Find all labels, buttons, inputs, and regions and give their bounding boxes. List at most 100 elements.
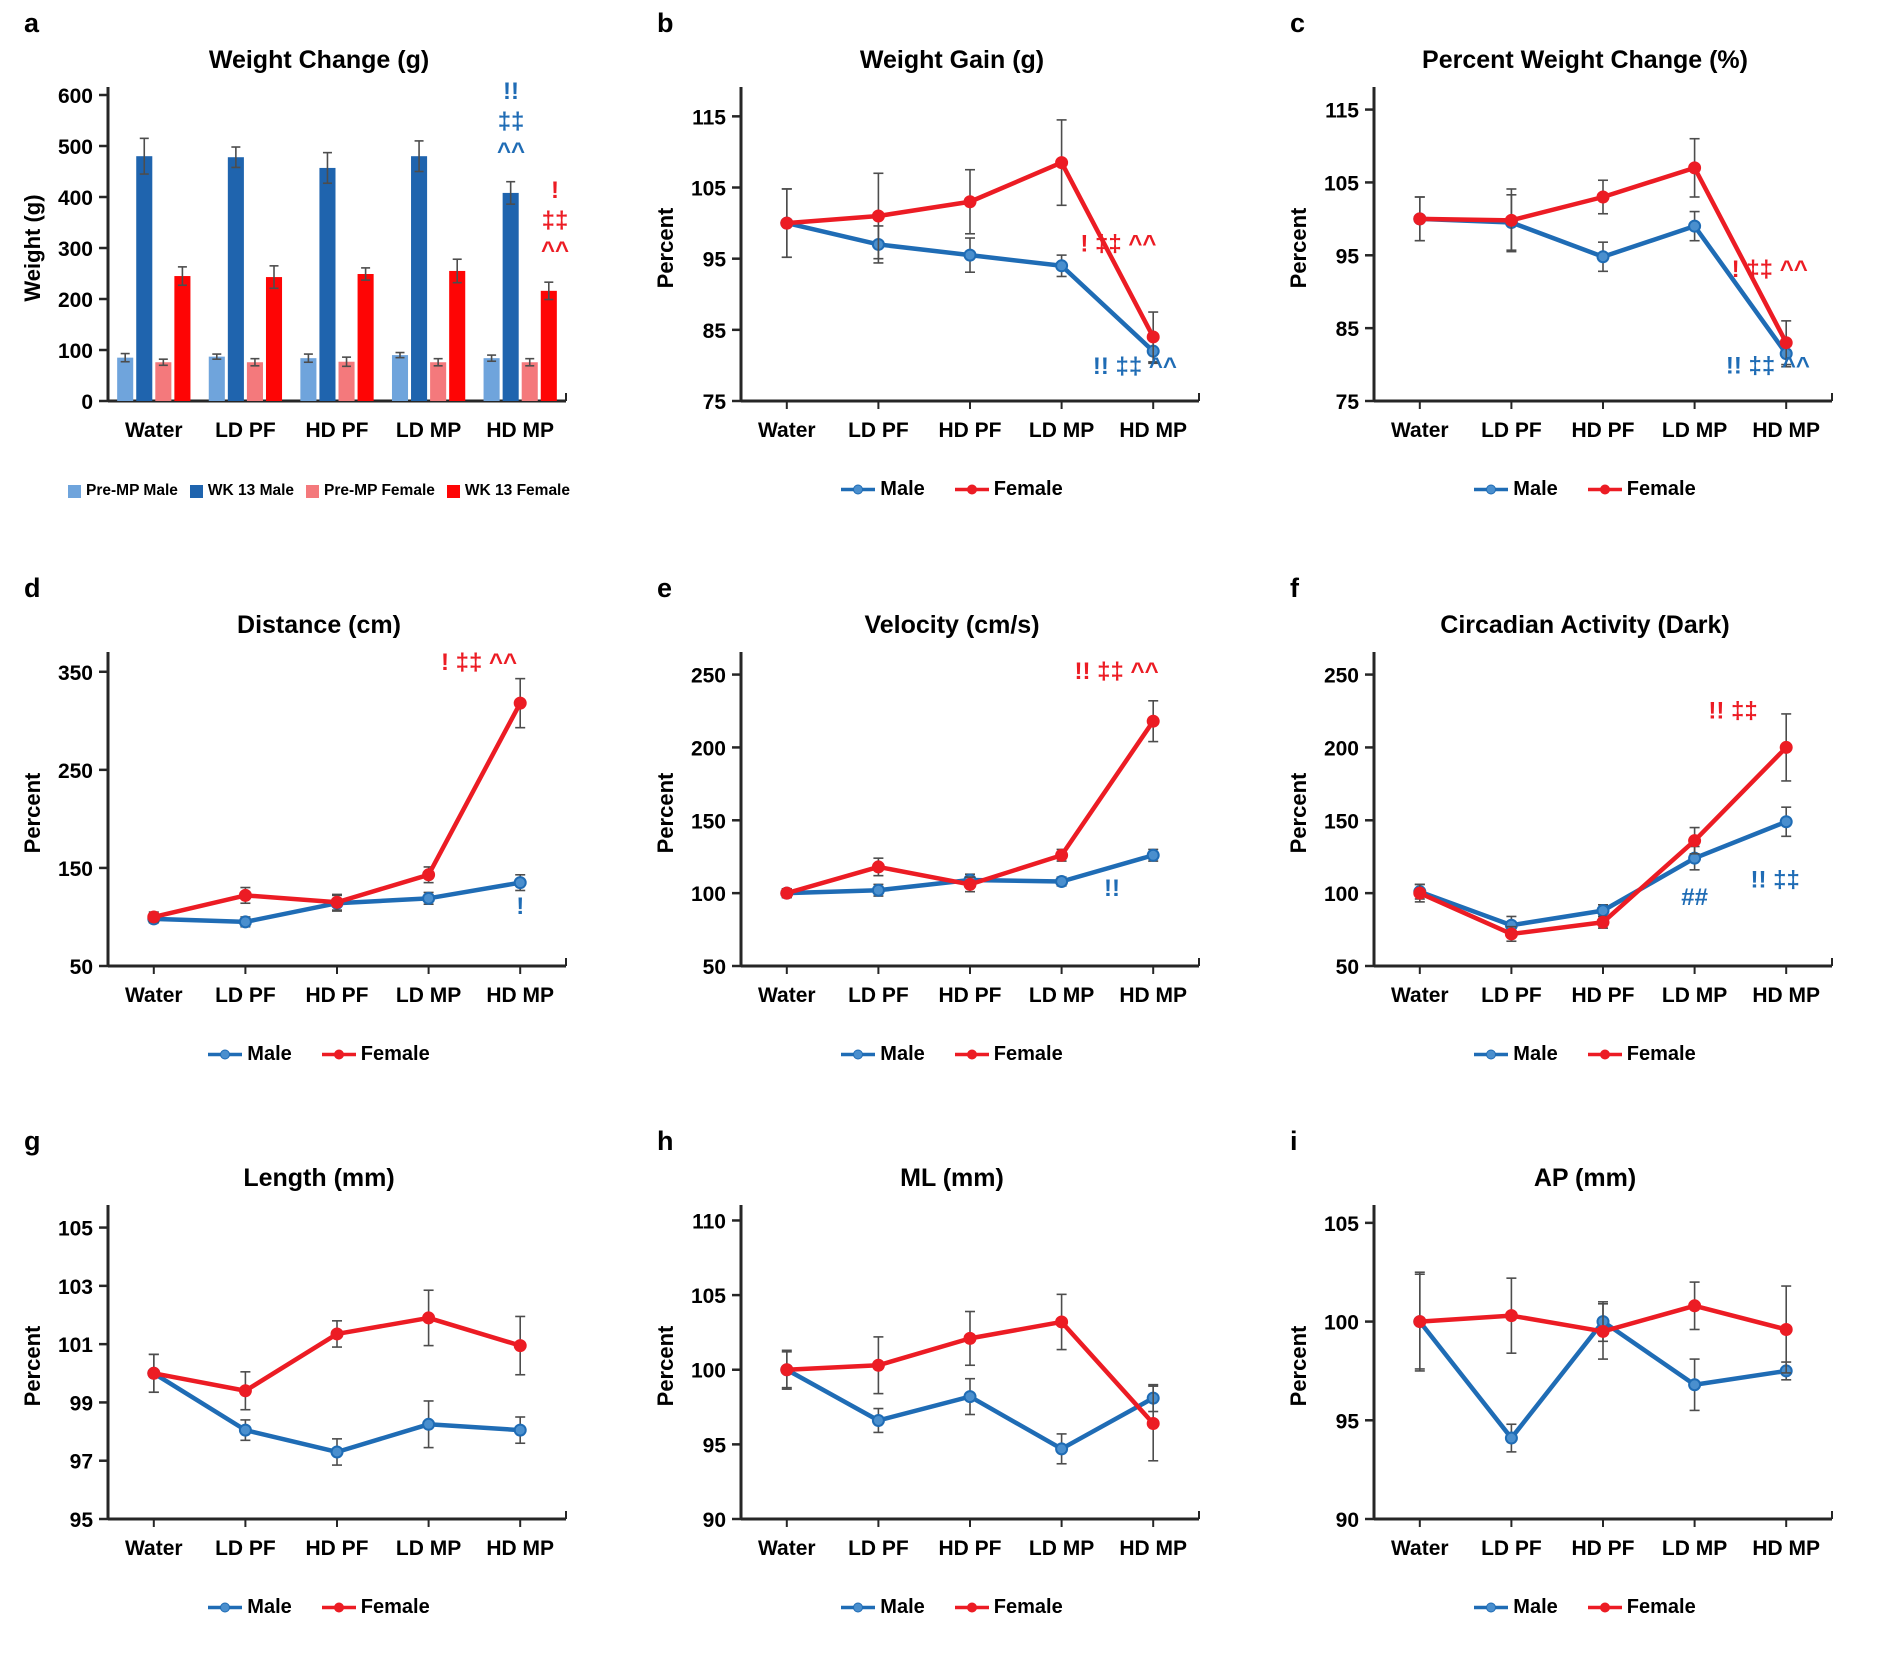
y-tick-label: 85 xyxy=(703,320,727,343)
marker-female xyxy=(238,888,252,902)
panel-letter: d xyxy=(24,573,41,603)
significance-annotation: ! xyxy=(516,893,524,920)
legend-item-female: Female xyxy=(954,1043,1063,1066)
y-tick-label: 100 xyxy=(58,340,93,363)
chart-title: Weight Change (g) xyxy=(208,46,430,74)
legend-swatch-male xyxy=(841,484,876,495)
y-tick-label: 115 xyxy=(1325,100,1359,123)
legend-item-male: Male xyxy=(841,1596,925,1619)
y-tick-label: 101 xyxy=(58,1334,93,1357)
legend-label-male: Male xyxy=(880,1043,925,1065)
marker-female xyxy=(963,1331,977,1345)
marker-female xyxy=(963,877,977,891)
legend-swatch-male xyxy=(841,1602,876,1613)
marker-male xyxy=(422,1417,436,1431)
marker-male xyxy=(1055,874,1069,888)
legend-label-wk-13-female: WK 13 Female xyxy=(464,482,570,499)
marker-female xyxy=(1504,213,1518,227)
legend-item-male: Male xyxy=(841,478,925,501)
marker-male xyxy=(963,1390,977,1404)
significance-annotation: !! ‡‡ ^^ xyxy=(1726,352,1810,379)
significance-annotation: ! xyxy=(551,177,559,204)
legend-label-female: Female xyxy=(993,1596,1063,1618)
y-tick-label: 100 xyxy=(1324,883,1359,906)
y-tick-label: 400 xyxy=(58,187,93,210)
x-category-label: LD MP xyxy=(396,984,461,1007)
marker-female xyxy=(780,1363,794,1377)
chart-title: Velocity (cm/s) xyxy=(864,611,1040,639)
y-tick-label: 500 xyxy=(58,136,93,159)
chart-host-e: 50 100 150 200 250 Water LD PF HD PF LD MP HD MP P… xyxy=(653,644,1245,1066)
marker-male xyxy=(871,1413,885,1427)
marker-female xyxy=(422,868,436,882)
y-axis-title: Percent xyxy=(1288,1325,1311,1406)
legend-item-male: Male xyxy=(1474,478,1558,501)
x-category-label: HD MP xyxy=(486,1537,554,1560)
y-tick-label: 0 xyxy=(81,391,93,414)
y-tick-label: 105 xyxy=(691,1285,726,1308)
legend-swatch-male xyxy=(208,1602,243,1613)
significance-annotation: ^^ xyxy=(497,138,525,165)
panel-d: d Distance (cm) 50 150 250 350 Water LD PF HD … xyxy=(0,515,633,1092)
x-category-label: HD MP xyxy=(1752,1537,1820,1560)
significance-annotation: ! ‡‡ ^^ xyxy=(441,649,517,676)
x-category-label: HD PF xyxy=(939,419,1002,442)
significance-annotation: !! xyxy=(1104,875,1120,902)
y-tick-label: 75 xyxy=(703,391,727,414)
x-category-label: HD MP xyxy=(1752,984,1820,1007)
panel-letter: a xyxy=(24,8,40,38)
marker-female xyxy=(780,886,794,900)
chart-title: Percent Weight Change (%) xyxy=(1422,46,1748,74)
significance-annotation: ! ‡‡ ^^ xyxy=(1732,256,1808,283)
chart-svg-c: 75 85 95 105 115 Water LD PF HD PF LD MP HD MP Per… xyxy=(1286,87,1833,442)
bar-pre-mp-female xyxy=(155,362,172,401)
bar-wk-13-male xyxy=(136,156,153,401)
legend-swatch-female xyxy=(1587,1602,1622,1613)
y-tick-label: 50 xyxy=(70,956,93,979)
y-tick-label: 200 xyxy=(691,737,726,760)
y-tick-label: 95 xyxy=(703,249,727,272)
panel-b: b Weight Gain (g) 75 85 95 105 115 Water LD PF… xyxy=(633,0,1266,515)
significance-annotation: ^^ xyxy=(541,237,569,264)
legend-label-female: Female xyxy=(360,1043,430,1065)
y-tick-label: 105 xyxy=(58,1218,93,1241)
x-category-label: LD PF xyxy=(215,419,276,442)
legend: Male Female xyxy=(669,1043,1235,1066)
legend: Male Female xyxy=(1302,1043,1868,1066)
x-category-label: LD PF xyxy=(215,1537,276,1560)
chart-svg-g: 95 97 99 101 103 105 Water LD PF HD PF LD MP HD MP… xyxy=(20,1205,567,1560)
marker-female xyxy=(1688,834,1702,848)
legend-swatch-female xyxy=(954,1602,989,1613)
legend: Pre-MP Male WK 13 Male Pre-MP Female WK 13 … xyxy=(36,482,602,500)
x-category-label: LD PF xyxy=(848,984,909,1007)
x-category-label: HD PF xyxy=(306,419,369,442)
y-tick-label: 115 xyxy=(692,106,726,129)
x-category-label: LD PF xyxy=(848,1537,909,1560)
legend-swatch-male xyxy=(1474,1049,1509,1060)
legend: Male Female xyxy=(36,1043,602,1066)
legend-swatch-female xyxy=(321,1049,356,1060)
panel-letter: g xyxy=(24,1126,41,1156)
marker-female xyxy=(871,209,885,223)
y-tick-label: 95 xyxy=(1336,245,1360,268)
x-category-label: Water xyxy=(125,419,183,442)
y-tick-label: 105 xyxy=(691,178,726,201)
x-category-label: Water xyxy=(125,984,183,1007)
x-category-label: LD MP xyxy=(1662,419,1727,442)
legend-swatch-pre-mp-male xyxy=(68,484,81,498)
y-tick-label: 100 xyxy=(691,883,726,906)
x-category-label: HD PF xyxy=(939,1537,1002,1560)
y-tick-label: 95 xyxy=(703,1434,727,1457)
bar-wk-13-male xyxy=(227,157,244,401)
x-category-label: LD PF xyxy=(848,419,909,442)
y-axis-title: Percent xyxy=(655,772,678,853)
legend-item-male: Male xyxy=(208,1043,292,1066)
legend-label-male: Male xyxy=(1513,1596,1558,1618)
x-category-label: LD PF xyxy=(215,984,276,1007)
legend-swatch-female xyxy=(954,484,989,495)
bar-wk-13-female xyxy=(357,274,374,401)
marker-female xyxy=(871,1358,885,1372)
x-category-label: Water xyxy=(125,1537,183,1560)
x-category-label: Water xyxy=(1391,1537,1449,1560)
